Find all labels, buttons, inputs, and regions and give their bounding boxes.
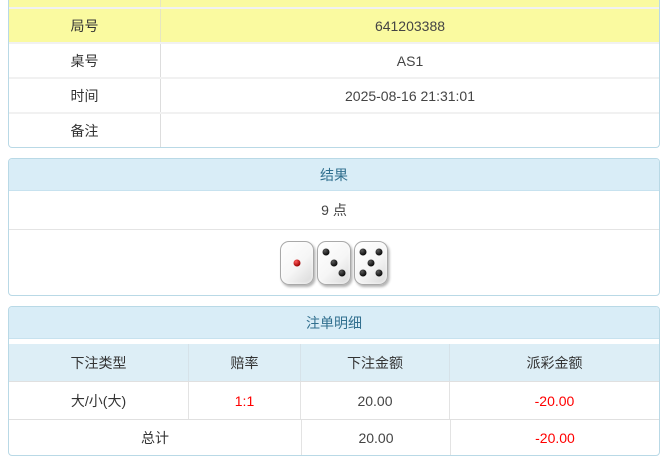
die-pip <box>330 259 338 266</box>
die-3 <box>354 240 388 285</box>
die-pip <box>359 269 367 277</box>
remark-value <box>161 114 659 147</box>
bet-type-cell: 大/小(大) <box>9 382 189 419</box>
die-pip <box>367 259 375 266</box>
col-header-bet-type: 下注类型 <box>9 344 189 381</box>
result-points: 9 点 <box>321 202 347 218</box>
bet-amount-cell: 20.00 <box>301 382 450 419</box>
total-label-cell: 总计 <box>9 420 302 455</box>
die-pip <box>322 248 330 256</box>
bet-table-header-row: 下注类型 赔率 下注金额 派彩金额 <box>9 344 659 381</box>
die-pip <box>375 248 383 256</box>
info-row-remark: 备注 <box>9 112 659 147</box>
cutoff-row <box>9 0 659 7</box>
col-header-bet-amount: 下注金额 <box>301 344 450 381</box>
info-row-time: 时间 2025-08-16 21:31:01 <box>9 77 659 112</box>
die-2 <box>317 240 351 285</box>
die-pip <box>359 248 367 256</box>
die-pip <box>375 269 383 277</box>
die-1 <box>280 240 314 285</box>
bet-detail-panel-title: 注单明细 <box>9 307 659 339</box>
total-bet-amount-cell: 20.00 <box>302 420 451 455</box>
bet-table-total-row: 总计 20.00 -20.00 <box>9 419 659 455</box>
die-pip <box>293 259 301 266</box>
bet-table-row: 大/小(大) 1:1 20.00 -20.00 <box>9 381 659 419</box>
odds-cell: 1:1 <box>189 382 301 419</box>
info-row-round: 局号 641203388 <box>9 7 659 42</box>
col-header-odds: 赔率 <box>189 344 301 381</box>
table-label: 桌号 <box>9 44 161 77</box>
time-label: 时间 <box>9 79 161 112</box>
cutoff-row-label-cell <box>9 0 161 7</box>
table-value: AS1 <box>396 52 424 69</box>
result-panel-title: 结果 <box>9 159 659 191</box>
round-value: 641203388 <box>374 17 446 34</box>
die-pip <box>338 269 346 277</box>
bet-detail-panel: 注单明细 下注类型 赔率 下注金额 派彩金额 大/小(大) 1:1 20.00 … <box>8 306 660 456</box>
total-payout-amount-cell: -20.00 <box>535 429 575 446</box>
round-label: 局号 <box>9 9 161 42</box>
panel-gap <box>9 339 659 344</box>
time-value: 2025-08-16 21:31:01 <box>345 87 475 104</box>
payout-amount-cell: -20.00 <box>534 392 575 409</box>
remark-label: 备注 <box>9 114 161 147</box>
cutoff-row-value-cell <box>161 0 659 7</box>
col-header-payout-amount: 派彩金额 <box>526 354 583 371</box>
dice-row <box>9 229 659 295</box>
game-info-table: 局号 641203388 桌号 AS1 时间 2025-08-16 21:31:… <box>8 0 660 148</box>
result-panel: 结果 9 点 <box>8 158 660 296</box>
info-row-table: 桌号 AS1 <box>9 42 659 77</box>
